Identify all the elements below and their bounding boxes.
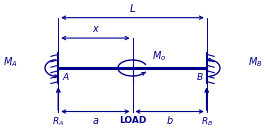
Text: $M_o$: $M_o$: [152, 49, 167, 63]
Text: LOAD: LOAD: [119, 116, 146, 125]
Text: L: L: [130, 4, 135, 14]
Text: $M_A$: $M_A$: [3, 56, 17, 69]
Text: $R_B$: $R_B$: [201, 116, 213, 128]
Text: a: a: [92, 116, 98, 126]
Text: b: b: [166, 116, 173, 126]
Text: x: x: [92, 24, 98, 34]
Text: $M_B$: $M_B$: [248, 56, 262, 69]
Text: A: A: [62, 73, 68, 82]
Text: $R_A$: $R_A$: [52, 116, 64, 128]
Text: B: B: [197, 73, 203, 82]
